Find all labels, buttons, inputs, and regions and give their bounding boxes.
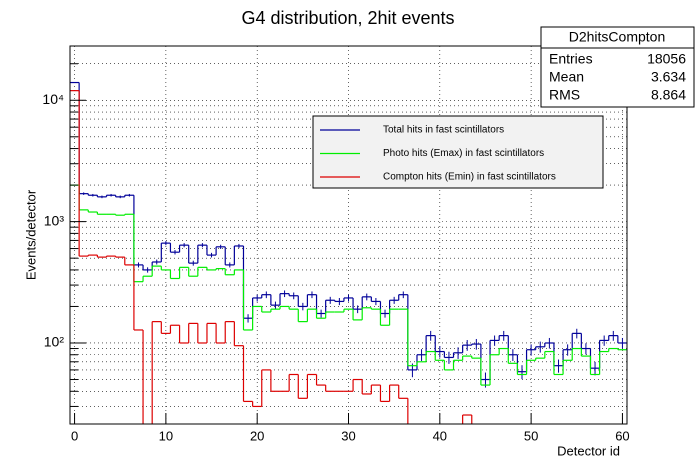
stats-value: 8.864 [651,87,686,103]
y-tick-label: 10² [44,334,65,350]
x-tick-label: 20 [250,428,264,443]
stats-key: RMS [549,87,580,103]
stats-box: D2hitsCompton Entries 18056 Mean 3.634 R… [540,26,695,108]
stats-value: 3.634 [651,69,686,85]
chart-title: G4 distribution, 2hit events [241,8,454,28]
stats-value: 18056 [647,51,686,67]
x-tick-label: 30 [341,428,355,443]
stats-frame [540,26,695,108]
legend: Total hits in fast scintillators Photo hi… [312,115,604,189]
x-tick-label: 60 [615,428,629,443]
x-tick-label: 10 [159,428,173,443]
legend-frame [312,115,604,189]
x-axis-label: Detector id [557,443,620,458]
y-tick-label: 10⁴ [42,91,64,107]
stats-key: Entries [549,51,593,67]
legend-label: Compton hits (Emin) in fast scintillator… [383,172,556,183]
axes: 0 10 20 30 40 50 60 10² 10³ 10⁴ [42,63,630,443]
x-tick-label: 50 [524,428,538,443]
legend-label: Total hits in fast scintillators [383,125,504,136]
x-tick-label: 0 [71,428,78,443]
legend-label: Photo hits (Emax) in fast scintillators [383,148,544,159]
plot-area [70,81,627,424]
x-tick-label: 40 [433,428,447,443]
y-axis-label: Events/detector [23,189,38,280]
stats-title: D2hitsCompton [569,29,666,45]
stats-key: Mean [549,69,584,85]
y-tick-label: 10³ [44,212,65,228]
